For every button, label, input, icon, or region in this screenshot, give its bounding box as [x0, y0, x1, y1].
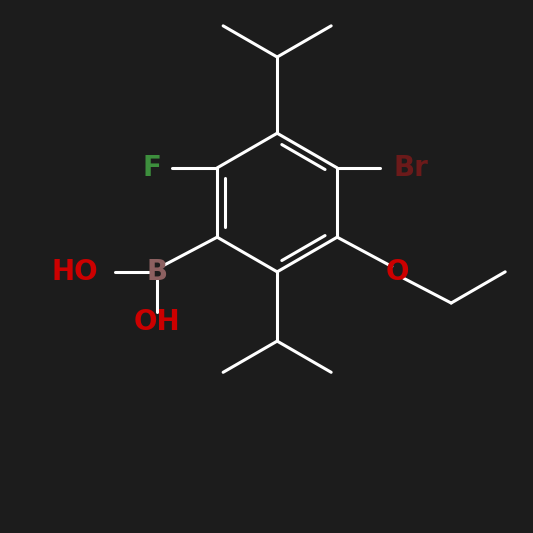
Text: O: O [385, 258, 409, 286]
Text: F: F [142, 154, 161, 182]
Text: OH: OH [134, 309, 181, 336]
Text: Br: Br [393, 154, 428, 182]
Text: HO: HO [52, 258, 99, 286]
Text: B: B [147, 258, 168, 286]
